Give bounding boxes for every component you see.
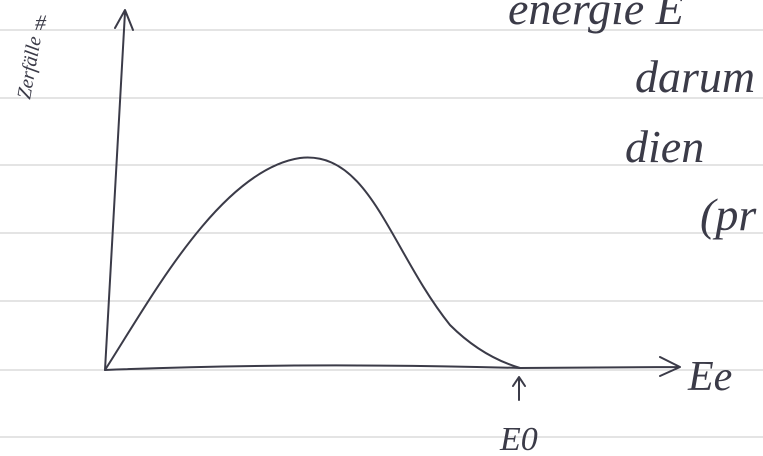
note-line: darum [635, 51, 755, 102]
note-line: (pr [700, 189, 757, 240]
y-label: Zerfälle [13, 35, 46, 101]
note-page: # Zerfälle Ee E0 energie E darum dien (p… [0, 0, 763, 456]
note-line: dien [625, 121, 704, 172]
x-label: Ee [687, 354, 732, 400]
sketch [105, 10, 680, 400]
note-line: energie E [508, 0, 684, 34]
x-marker: E0 [499, 421, 538, 456]
y-symbol: # [35, 10, 47, 35]
